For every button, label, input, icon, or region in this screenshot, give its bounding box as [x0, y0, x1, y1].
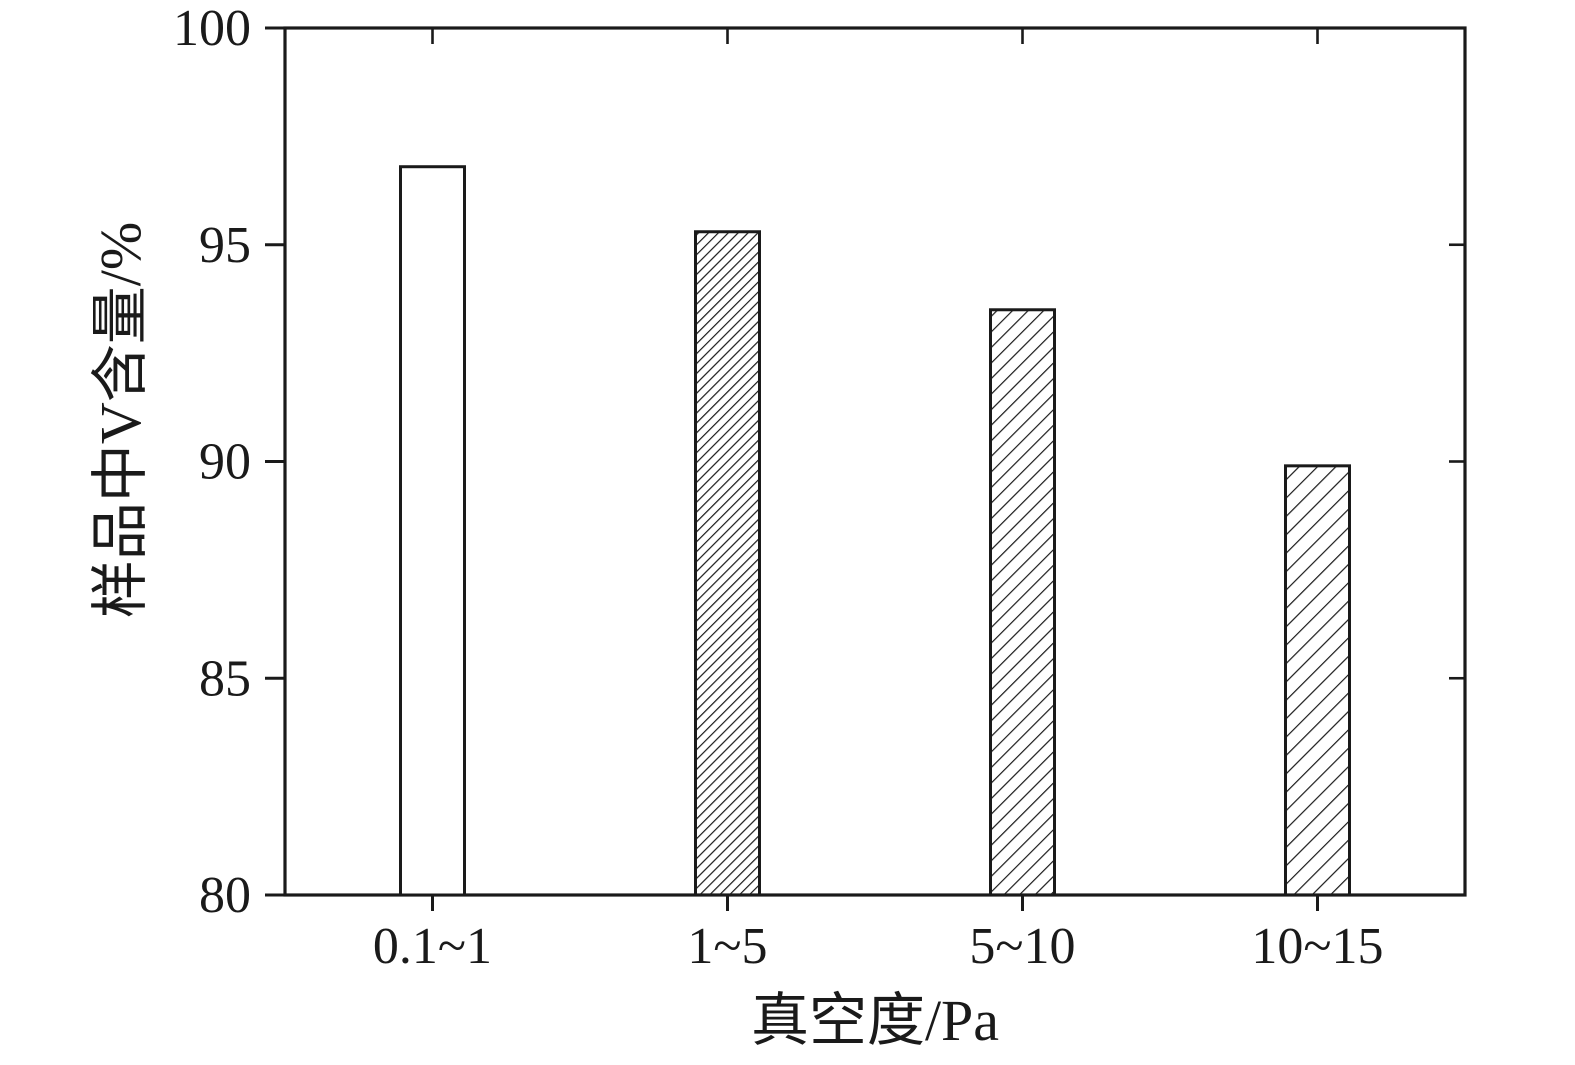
- bar-3: [989, 308, 1056, 897]
- y-tick-label: 80: [199, 867, 251, 924]
- y-axis-label: 样品中V含量/%: [88, 222, 153, 618]
- y-tick-label: 95: [199, 217, 251, 274]
- x-tick-label: 5~10: [969, 918, 1075, 975]
- bar-4: [1284, 464, 1351, 897]
- y-tick-label: 85: [199, 650, 251, 707]
- bar-1: [399, 165, 466, 897]
- x-tick-label: 0.1~1: [373, 918, 492, 975]
- y-tick-label: 90: [199, 434, 251, 491]
- x-tick-label: 10~15: [1251, 918, 1383, 975]
- plot-area: 80 85 90 95 100 0.1~1 1~5 5~10 10~15 真空度/Pa 样品中V含量…: [88, 0, 1467, 1053]
- bar-2: [694, 230, 761, 897]
- x-tick-label: 1~5: [687, 918, 767, 975]
- y-tick-label: 100: [173, 0, 251, 57]
- x-axis-label: 真空度/Pa: [751, 988, 999, 1053]
